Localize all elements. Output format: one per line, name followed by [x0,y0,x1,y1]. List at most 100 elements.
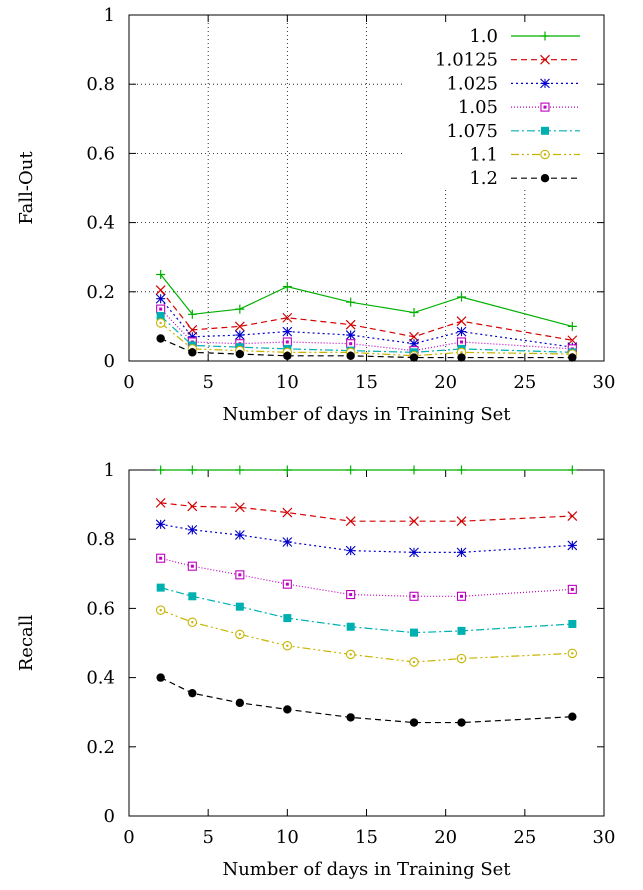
data-point [456,653,467,664]
data-point [346,297,356,307]
data-point [409,718,419,727]
y-tick-label: 0.4 [86,213,115,234]
y-tick-label: 0.8 [86,529,115,550]
data-point [282,507,293,518]
data-point [235,698,245,708]
data-point [346,351,355,361]
data-point [187,331,198,342]
series-5 [155,605,578,667]
legend-label: 1.0125 [435,50,498,71]
series-line [160,677,573,724]
grid [129,15,604,361]
y-tick-label: 0.8 [86,74,115,95]
data-point [457,353,466,362]
data-point [156,553,166,563]
x-tick-label: 10 [276,827,299,848]
data-point [346,465,356,475]
data-point [345,319,356,330]
data-point [156,304,166,314]
data-point [156,583,165,592]
data-point [410,628,418,637]
data-point [567,540,578,551]
series-1.0125 [155,285,578,346]
legend-marker [540,149,550,160]
series-line [160,587,573,634]
data-point [235,304,245,314]
data-point [457,626,466,635]
legend-marker [540,54,550,65]
data-point [567,648,578,659]
data-point [156,673,165,682]
y-tick-label: 1 [104,460,115,481]
x-tick-label: 0 [123,827,134,848]
legend-item: 1.025 [446,73,580,94]
legend-marker [541,126,549,135]
data-point [156,312,165,321]
data-point [282,312,293,323]
data-point [409,591,419,601]
legend-item: 1.05 [458,97,580,118]
x-axis-label: Number of days in Training Set [222,404,511,425]
data-point [409,465,419,475]
y-axis-label: Fall-Out [16,151,37,225]
data-point [409,338,419,349]
data-point [282,537,293,547]
data-point [234,502,245,513]
legend-label: 1.0 [469,26,498,47]
data-point [235,465,245,475]
x-tick-label: 5 [202,372,213,393]
data-point [457,718,466,727]
data-point [282,579,292,589]
data-point [457,465,466,475]
legend-marker [540,31,550,41]
data-point [456,326,467,337]
data-point [235,602,244,611]
data-point [187,501,198,512]
data-point [409,657,419,667]
data-point [456,516,467,527]
x-tick-label: 30 [593,372,616,393]
data-point [283,614,292,623]
data-point [155,519,166,530]
data-point [345,516,356,527]
data-point [282,641,293,651]
series-group [155,465,578,727]
data-point [234,321,245,332]
data-point [409,547,419,558]
data-point [234,530,245,540]
legend-label: 1.05 [458,97,498,118]
data-point [282,326,293,337]
data-point [155,285,166,295]
data-point [568,619,577,628]
data-point [457,292,466,302]
data-point [235,349,245,359]
y-tick-label: 0.4 [86,668,115,689]
legend-marker [540,174,550,183]
legend-label: 1.075 [446,121,498,142]
data-point [567,321,577,331]
x-axis-label: Number of days in Training Set [222,859,511,880]
data-point [156,270,166,279]
data-point [282,337,292,347]
x-tick-label: 25 [513,827,536,848]
y-tick-label: 0.2 [86,282,115,303]
data-point [409,308,419,318]
data-point [346,622,355,631]
legend-marker [540,78,550,89]
data-point [345,545,356,556]
data-point [456,337,467,347]
data-point [188,592,197,601]
x-tick-label: 30 [593,827,616,848]
series-1.2 [156,334,577,362]
legend-item: 1.2 [469,168,580,189]
series-line [160,502,573,522]
series-line [160,322,573,357]
data-point [155,605,166,615]
x-tick-label: 10 [276,372,299,393]
data-point [235,629,245,640]
data-point [283,705,292,714]
legend-item: 1.0125 [435,50,580,71]
legend-label: 1.1 [469,145,498,166]
series-line [160,274,573,327]
fall-out-chart: 0 5 10 15 20 25 30 0 0.2 0.4 0.6 0.8 1 Number of days… [16,5,615,425]
